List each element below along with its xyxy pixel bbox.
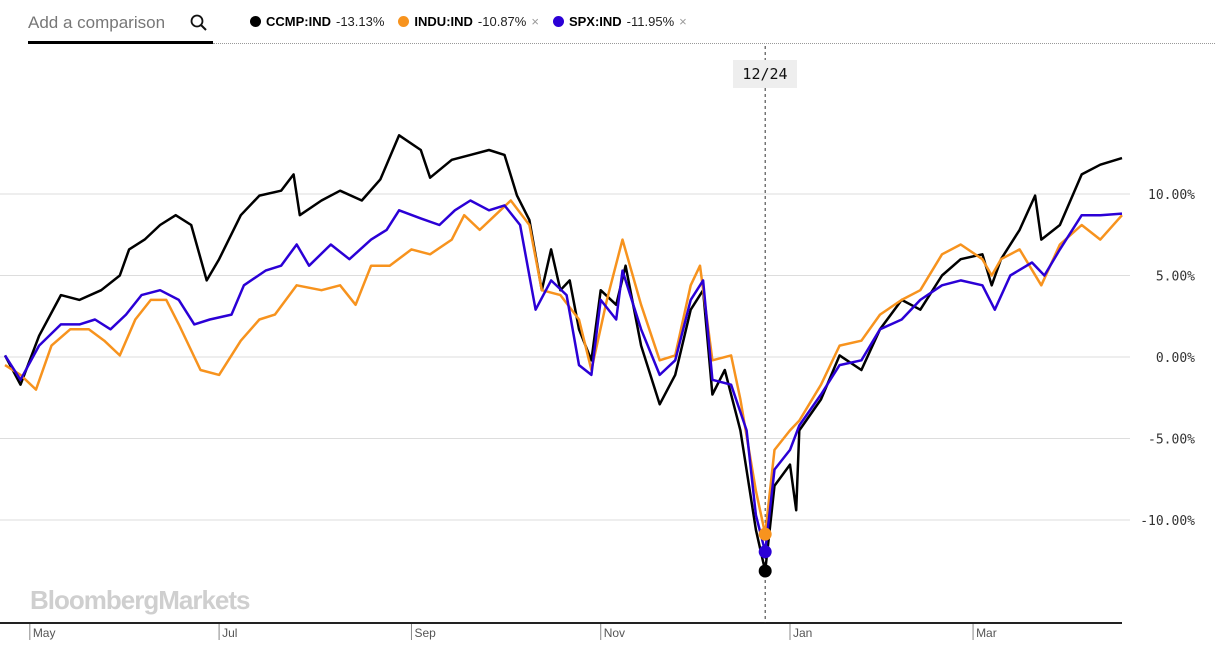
- legend-change: -10.87%: [477, 14, 527, 29]
- y-tick-label: 5.00%: [1156, 270, 1195, 285]
- y-tick-label: 10.00%: [1148, 188, 1195, 203]
- marker-spx: [758, 545, 772, 559]
- x-tick-label: Mar: [976, 626, 997, 640]
- marker-ccmp: [758, 564, 772, 578]
- y-tick-label: -5.00%: [1148, 433, 1195, 448]
- y-tick-label: -10.00%: [1140, 514, 1195, 529]
- series-dot-icon: [398, 16, 410, 27]
- bloomberg-logo: BloombergMarkets: [30, 585, 250, 615]
- marker-indu: [758, 527, 772, 541]
- series-dot-icon: [250, 16, 261, 27]
- series-line-indu: [4, 199, 1123, 536]
- x-tick-label: Jul: [222, 626, 237, 640]
- series-line-spx: [3, 199, 1123, 554]
- search-icon[interactable]: [190, 14, 208, 32]
- legend: CCMP:IND -13.13% INDU:IND -10.87% × SPX:I…: [250, 14, 687, 29]
- legend-ticker: INDU:IND: [414, 14, 473, 29]
- legend-change: -13.13%: [336, 14, 385, 29]
- legend-change: -11.95%: [626, 14, 675, 29]
- x-tick-label: Sep: [414, 626, 436, 640]
- series-dot-icon: [552, 16, 564, 27]
- legend-ticker: SPX:IND: [568, 14, 622, 29]
- x-tick-label: May: [33, 626, 56, 640]
- comparison-search[interactable]: Add a comparison: [28, 10, 213, 44]
- x-tick-label: Jan: [793, 626, 812, 640]
- chart-header: Add a comparison CCMP:IND -13.13% INDU:I…: [0, 0, 1215, 46]
- crosshair-date-label: 12/24: [733, 60, 797, 88]
- series-line-ccmp: [3, 134, 1123, 573]
- header-divider: [213, 43, 1215, 44]
- search-input[interactable]: Add a comparison: [28, 13, 166, 32]
- legend-item-indu: INDU:IND -10.87% ×: [398, 14, 539, 29]
- legend-item-ccmp: CCMP:IND -13.13%: [250, 14, 384, 29]
- x-tick-label: Nov: [604, 626, 625, 640]
- remove-indu-icon[interactable]: ×: [531, 14, 539, 29]
- remove-spx-icon[interactable]: ×: [679, 14, 687, 29]
- legend-ticker: CCMP:IND: [266, 14, 331, 29]
- y-tick-label: 0.00%: [1156, 351, 1195, 366]
- legend-item-spx: SPX:IND -11.95% ×: [552, 14, 687, 29]
